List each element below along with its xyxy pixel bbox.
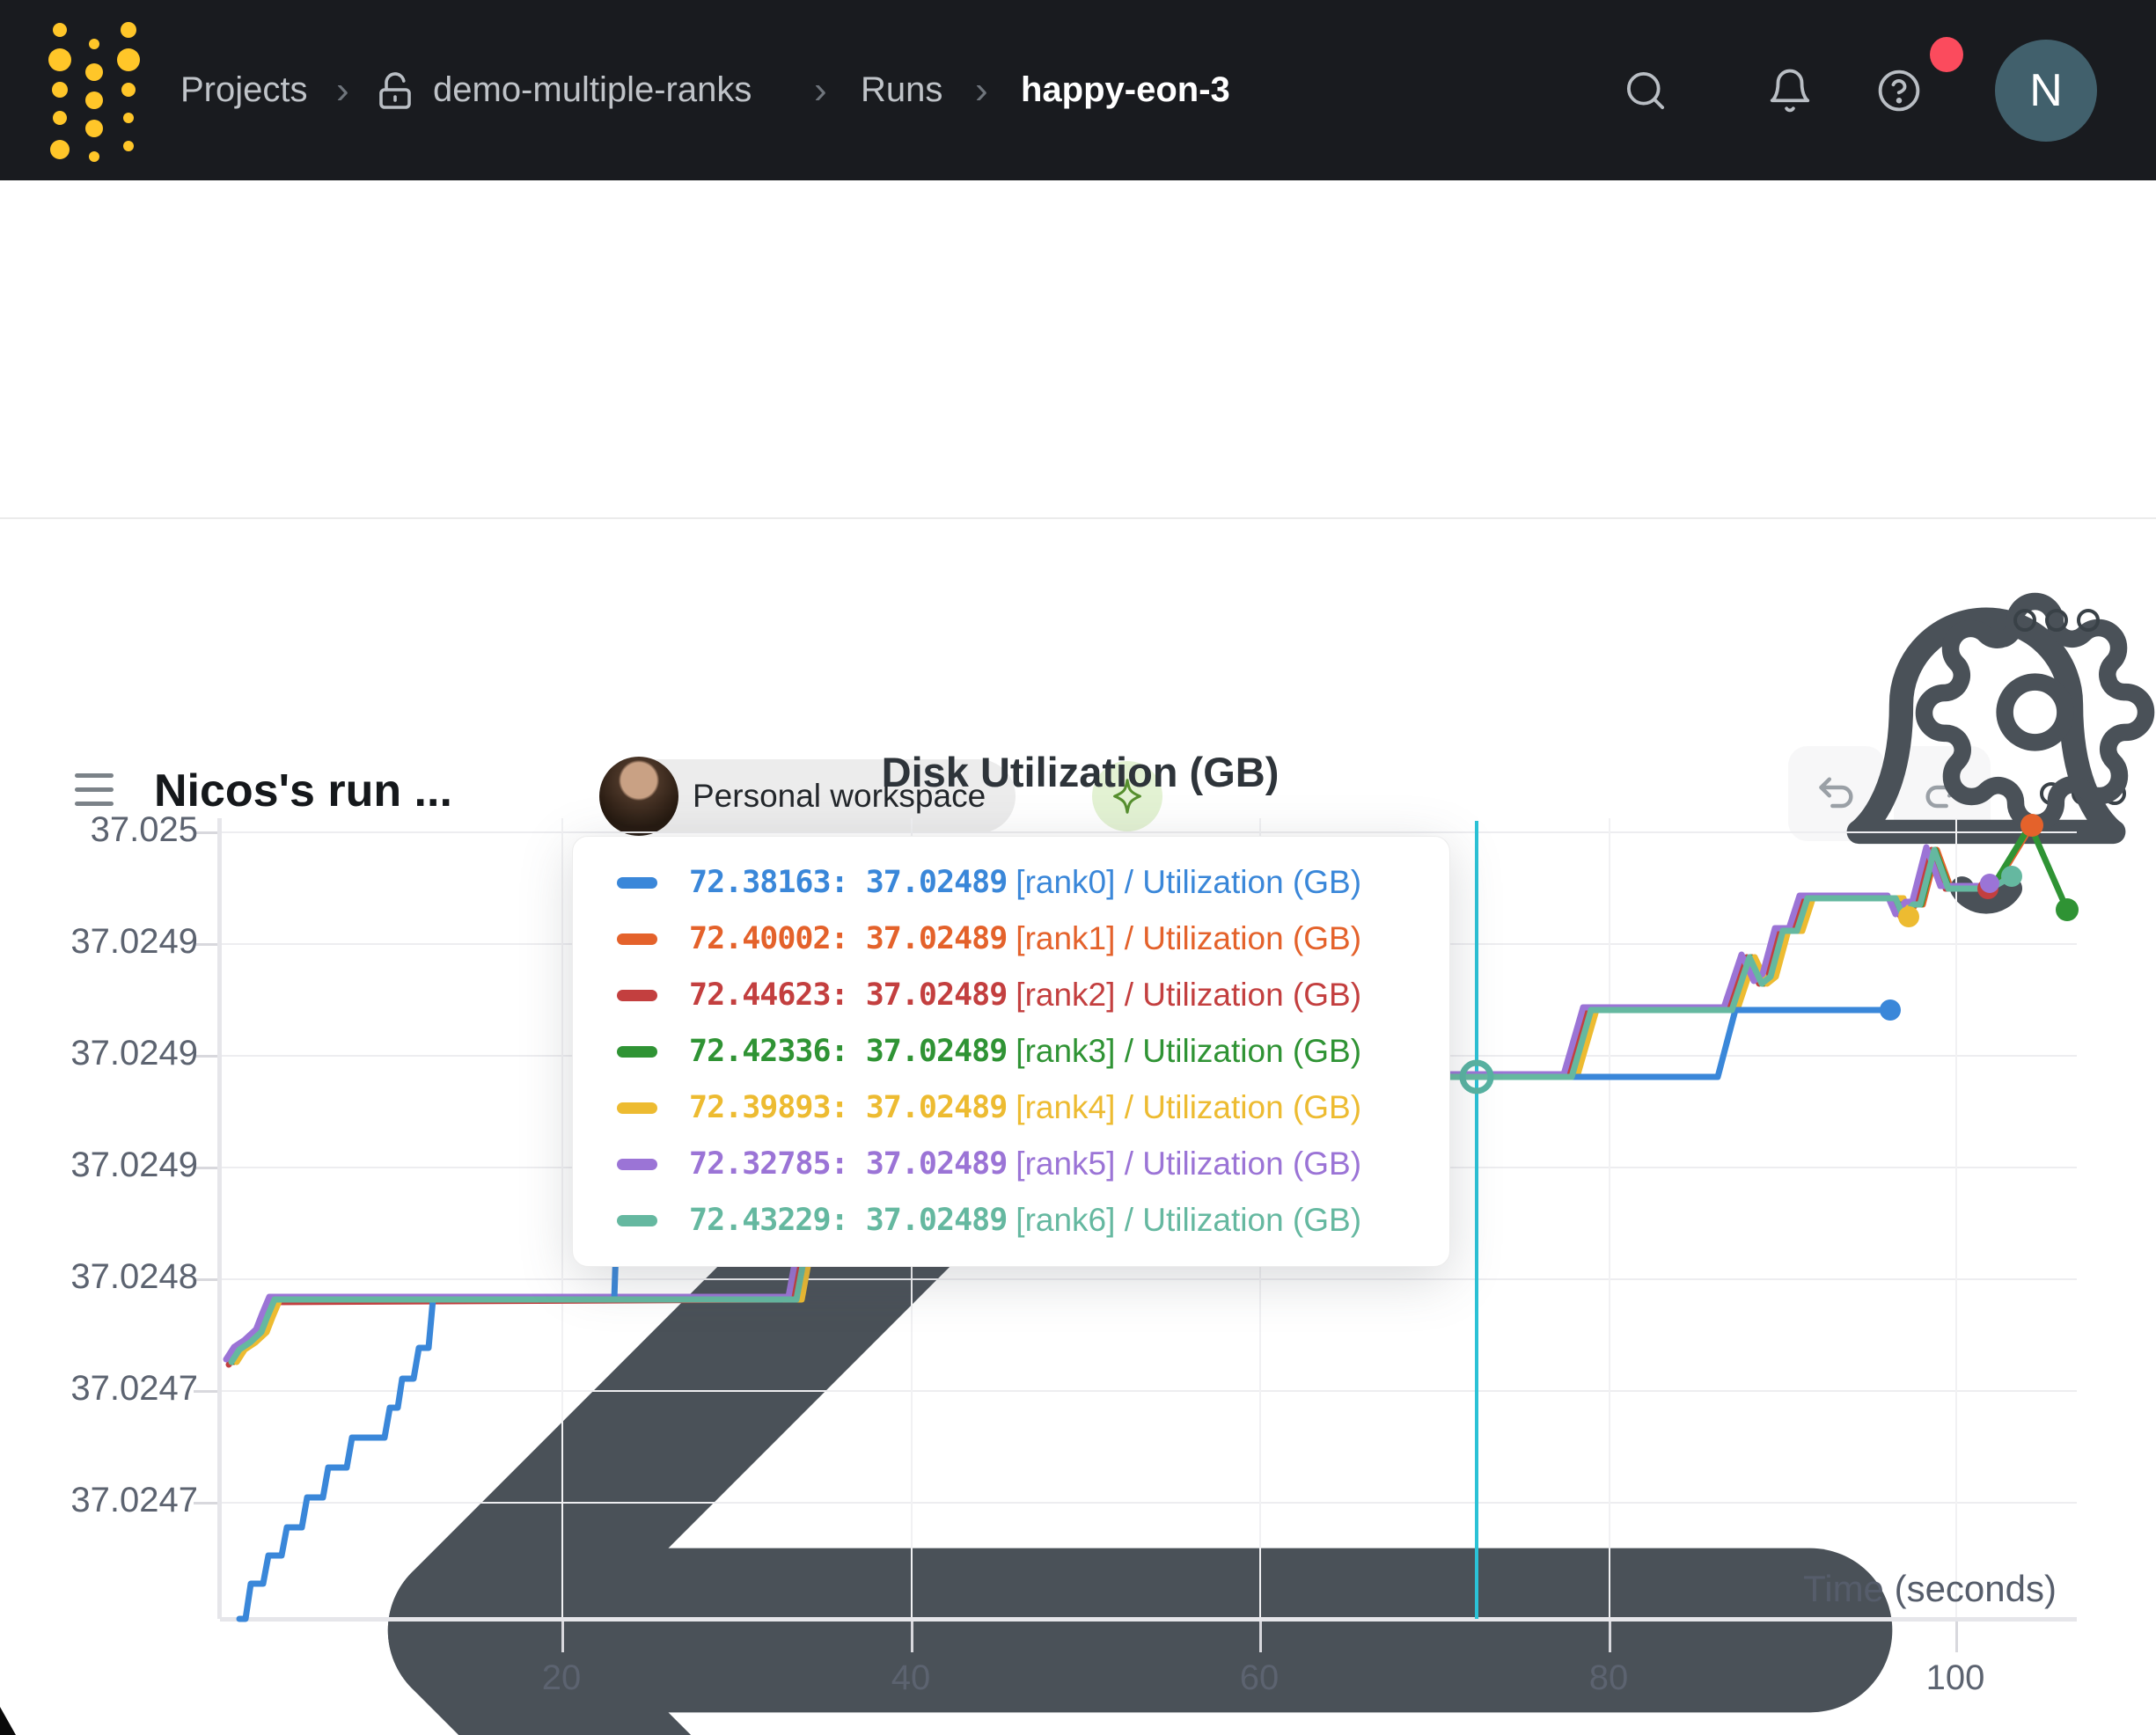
x-tick <box>911 1619 913 1652</box>
y-tick <box>194 831 220 834</box>
x-tick-label: 20 <box>541 1658 582 1697</box>
tooltip-step-value: 72.42336: 37.02489 <box>689 1034 1008 1069</box>
tooltip-series-label: [rank1] / Utilization (GB) <box>1016 920 1362 956</box>
tooltip-row: 72.44623: 37.02489 [rank2] / Utilization … <box>617 967 1449 1023</box>
y-tick-label: 37.0248 <box>70 1257 198 1296</box>
notification-dot <box>1930 37 1963 72</box>
panel-settings-gear-icon[interactable] <box>1914 591 2156 833</box>
panel-more-options-button[interactable] <box>2013 609 2100 632</box>
sparkle-icon <box>1113 779 1141 814</box>
y-tick-label: 37.0249 <box>70 1146 198 1184</box>
y-tick-label: 37.0249 <box>70 1034 198 1072</box>
run-tab-bar: Overview Workspace <box>0 180 2156 514</box>
series-swatch-icon <box>617 1214 657 1226</box>
series-swatch-icon <box>617 1045 657 1058</box>
workspace-header-row: Nicos's run ... Personal workspace <box>0 353 2156 841</box>
y-tick <box>194 1055 220 1058</box>
tooltip-series-label: [rank2] / Utilization (GB) <box>1016 977 1362 1013</box>
tooltip-row: 72.39893: 37.02489 [rank4] / Utilization … <box>617 1080 1449 1136</box>
gridline-h <box>220 1278 2077 1280</box>
y-tick <box>194 1390 220 1393</box>
x-tick-label: 60 <box>1239 1658 1280 1697</box>
series-swatch-icon <box>617 989 657 1001</box>
breadcrumb-separator: › <box>975 68 988 112</box>
gridline-v <box>1609 818 1610 1619</box>
help-icon[interactable] <box>1875 67 1923 114</box>
tooltip-series-label: [rank4] / Utilization (GB) <box>1016 1089 1362 1125</box>
x-tick <box>1955 1619 1958 1652</box>
tooltip-step-value: 72.38163: 37.02489 <box>689 865 1008 900</box>
breadcrumb-projects[interactable]: Projects <box>180 70 308 109</box>
wandb-logo-icon[interactable] <box>46 18 143 165</box>
top-navbar: Projects › demo-multiple-ranks › Runs › … <box>0 0 2156 180</box>
series-swatch-icon <box>617 876 657 889</box>
y-tick <box>194 1167 220 1169</box>
tooltip-row: 72.38163: 37.02489 [rank0] / Utilization … <box>617 854 1449 911</box>
series-swatch-icon <box>617 1102 657 1114</box>
y-tick-label: 37.0247 <box>70 1481 198 1519</box>
x-tick-label: 40 <box>891 1658 931 1697</box>
tooltip-series-label: [rank6] / Utilization (GB) <box>1016 1202 1362 1238</box>
x-tick-label: 80 <box>1588 1658 1629 1697</box>
workspace-label: Personal workspace <box>693 778 986 814</box>
y-tick <box>194 1278 220 1281</box>
tooltip-row: 72.32785: 37.02489 [rank5] / Utilization … <box>617 1136 1449 1192</box>
gridline-v <box>1955 818 1957 1619</box>
x-axis-line <box>220 1617 2077 1622</box>
undo-icon <box>1819 777 1853 809</box>
run-title[interactable]: Nicos's run ... <box>154 765 452 816</box>
breadcrumb-separator: › <box>814 68 827 112</box>
tooltip-series-label: [rank5] / Utilization (GB) <box>1016 1146 1362 1182</box>
chart-hover-tooltip: 72.38163: 37.02489 [rank0] / Utilization … <box>572 836 1450 1267</box>
y-tick-label: 37.0249 <box>70 922 198 961</box>
tooltip-row: 72.40002: 37.02489 [rank1] / Utilization … <box>617 911 1449 967</box>
gridline-h <box>220 1502 2077 1504</box>
x-tick-label: 100 <box>1925 1658 1985 1697</box>
menu-hamburger-icon[interactable] <box>75 773 114 806</box>
x-tick <box>1609 1619 1611 1652</box>
gridline-v <box>561 818 563 1619</box>
tooltip-series-label: [rank3] / Utilization (GB) <box>1016 1033 1362 1069</box>
y-tick-label: 37.025 <box>90 810 198 849</box>
x-tick <box>1259 1619 1262 1652</box>
breadcrumb-project-name[interactable]: demo-multiple-ranks <box>433 70 752 109</box>
chart-title: Disk Utilization (GB) <box>881 749 1280 795</box>
y-tick <box>194 943 220 946</box>
y-axis-line <box>217 818 222 1619</box>
gridline-h <box>220 1390 2077 1392</box>
bell-icon[interactable] <box>1766 67 1814 114</box>
x-axis-title: Time (seconds) <box>1803 1568 2057 1609</box>
series-swatch-icon <box>617 933 657 945</box>
unlock-icon <box>379 72 411 109</box>
search-icon[interactable] <box>1622 67 1669 114</box>
tooltip-step-value: 72.32785: 37.02489 <box>689 1146 1008 1182</box>
gridline-h <box>220 831 2077 833</box>
breadcrumb-run-name[interactable]: happy-eon-3 <box>1021 70 1230 109</box>
tooltip-step-value: 72.44623: 37.02489 <box>689 977 1008 1013</box>
breadcrumb-separator: › <box>336 68 349 112</box>
tooltip-series-label: [rank0] / Utilization (GB) <box>1016 864 1362 900</box>
user-avatar[interactable]: N <box>1995 40 2097 142</box>
tooltip-step-value: 72.43229: 37.02489 <box>689 1203 1008 1238</box>
x-tick <box>561 1619 564 1652</box>
y-tick <box>194 1502 220 1504</box>
tooltip-step-value: 72.39893: 37.02489 <box>689 1090 1008 1125</box>
series-swatch-icon <box>617 1158 657 1170</box>
y-tick-label: 37.0247 <box>70 1369 198 1408</box>
tooltip-row: 72.43229: 37.02489 [rank6] / Utilization … <box>617 1192 1449 1248</box>
corner-artifact <box>0 1707 16 1735</box>
sparkle-button[interactable] <box>1092 761 1162 831</box>
tooltip-step-value: 72.40002: 37.02489 <box>689 921 1008 956</box>
tooltip-row: 72.42336: 37.02489 [rank3] / Utilization … <box>617 1023 1449 1080</box>
breadcrumb-runs[interactable]: Runs <box>861 70 943 109</box>
